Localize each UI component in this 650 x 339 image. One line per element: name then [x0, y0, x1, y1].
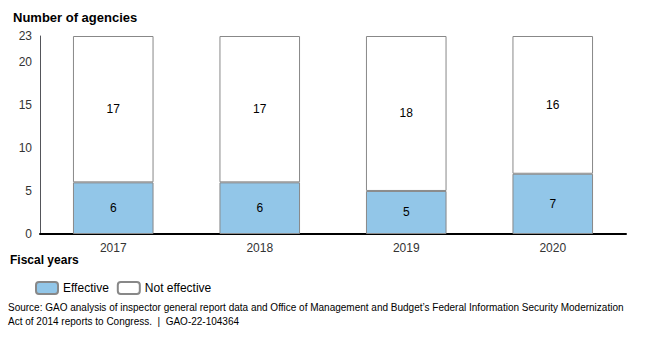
svg-text:7: 7	[549, 197, 556, 211]
svg-text:2019: 2019	[393, 241, 420, 255]
svg-text:Number of agencies: Number of agencies	[13, 10, 137, 25]
svg-text:20: 20	[19, 55, 33, 69]
svg-text:Fiscal years: Fiscal years	[10, 253, 79, 267]
svg-text:17: 17	[253, 102, 267, 116]
svg-text:6: 6	[110, 201, 117, 215]
svg-text:23: 23	[19, 29, 33, 43]
svg-text:2017: 2017	[100, 241, 127, 255]
svg-text:2020: 2020	[539, 241, 566, 255]
svg-text:2018: 2018	[246, 241, 273, 255]
svg-text:17: 17	[107, 102, 121, 116]
svg-text:Effective: Effective	[63, 281, 109, 295]
svg-text:6: 6	[256, 201, 263, 215]
svg-text:0: 0	[25, 227, 32, 241]
svg-text:Act of 2014 reports to Congres: Act of 2014 reports to Congress. | GAO-2…	[8, 316, 239, 327]
svg-text:18: 18	[400, 106, 414, 120]
svg-text:Not effective: Not effective	[145, 281, 212, 295]
svg-text:16: 16	[546, 98, 560, 112]
svg-text:10: 10	[19, 141, 33, 155]
svg-text:15: 15	[19, 98, 33, 112]
svg-text:5: 5	[403, 205, 410, 219]
svg-text:Source: GAO analysis of inspec: Source: GAO analysis of inspector genera…	[8, 302, 626, 313]
svg-text:5: 5	[25, 184, 32, 198]
